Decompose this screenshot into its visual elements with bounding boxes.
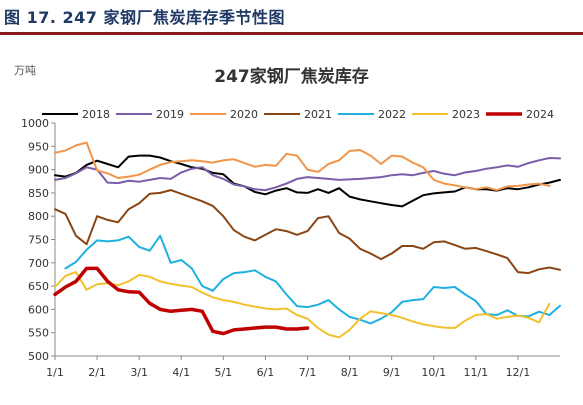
legend-label-2024: 2024 [526, 108, 554, 121]
legend-item-2024: 2024 [486, 108, 554, 121]
x-tick-label: 4/1 [172, 366, 190, 379]
y-tick-label: 650 [28, 280, 49, 293]
series-line-2019 [54, 157, 561, 192]
title-rule [0, 32, 583, 35]
legend-label-2021: 2021 [304, 108, 332, 121]
x-tick-label: 3/1 [130, 366, 148, 379]
figure-title: 图 17. 247 家钢厂焦炭库存季节性图 [4, 4, 285, 28]
series-line-2022 [64, 234, 561, 325]
legend-label-2023: 2023 [452, 108, 480, 121]
chart-title: 247家钢厂焦炭库存 [214, 67, 369, 87]
chart-series [53, 141, 561, 339]
legend-item-2022: 2022 [338, 108, 406, 121]
legend-item-2018: 2018 [42, 108, 110, 121]
series-line-2020 [54, 141, 551, 192]
y-tick-label: 550 [28, 327, 49, 340]
legend-item-2023: 2023 [412, 108, 480, 121]
series-line-2023 [54, 271, 551, 339]
legend-label-2020: 2020 [230, 108, 258, 121]
y-tick-label: 750 [28, 234, 49, 247]
y-tick-label: 600 [28, 303, 49, 316]
y-tick-label: 1000 [21, 117, 49, 130]
x-tick-label: 8/1 [341, 366, 359, 379]
x-tick-label: 12/1 [506, 366, 531, 379]
series-line-2024 [53, 266, 310, 336]
figure-label: 图 17. [4, 8, 57, 27]
y-tick-label: 700 [28, 257, 49, 270]
chart-legend: 2018 2019 2020 2021 2022 2023 2024 [42, 108, 554, 121]
y-tick-label: 950 [28, 140, 49, 153]
x-tick-label: 11/1 [463, 366, 488, 379]
y-tick-label: 900 [28, 164, 49, 177]
y-tick-label: 500 [28, 350, 49, 363]
x-tick-label: 2/1 [88, 366, 106, 379]
x-tick-label: 5/1 [214, 366, 232, 379]
y-tick-label: 800 [28, 210, 49, 223]
legend-label-2019: 2019 [156, 108, 184, 121]
x-tick-label: 1/1 [46, 366, 64, 379]
x-tick-label: 7/1 [299, 366, 317, 379]
unit-label: 万吨 [14, 64, 36, 77]
x-tick-label: 9/1 [383, 366, 401, 379]
y-tick-label: 850 [28, 187, 49, 200]
x-tick-label: 6/1 [257, 366, 275, 379]
series-line-2021 [54, 189, 561, 275]
figure-title-text: 247 家钢厂焦炭库存季节性图 [62, 8, 285, 27]
legend-item-2021: 2021 [264, 108, 332, 121]
legend-item-2020: 2020 [190, 108, 258, 121]
legend-label-2022: 2022 [378, 108, 406, 121]
legend-item-2019: 2019 [116, 108, 184, 121]
x-tick-label: 10/1 [421, 366, 446, 379]
legend-label-2018: 2018 [82, 108, 110, 121]
chart-axes: 500 550 600 650 700 750 800 850 900 950 1000 1/1 2/1… [21, 117, 560, 379]
